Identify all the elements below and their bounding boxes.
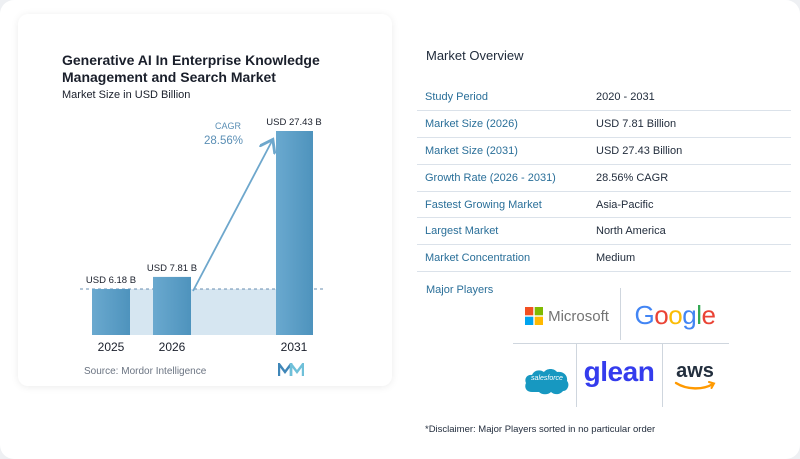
logo-divider <box>620 288 621 340</box>
cagr-label: CAGR <box>215 121 242 131</box>
row-key: Growth Rate (2026 - 2031) <box>417 164 594 192</box>
logo-divider <box>576 343 577 407</box>
category-label-2026: 2026 <box>159 340 186 354</box>
bar-2025 <box>92 289 130 335</box>
value-label-2025: USD 6.18 B <box>86 275 136 286</box>
row-key: Market Size (2026) <box>417 110 594 139</box>
table-row: Growth Rate (2026 - 2031) 28.56% CAGR <box>417 164 791 192</box>
microsoft-wordmark: Microsoft <box>548 307 609 325</box>
category-label-2031: 2031 <box>281 340 308 354</box>
microsoft-logo: Microsoft <box>518 302 616 330</box>
mordor-intelligence-logo-icon <box>278 363 304 376</box>
glean-wordmark: glean <box>583 356 655 387</box>
glean-logo: glean <box>578 350 660 394</box>
row-value: USD 7.81 Billion <box>594 110 791 139</box>
salesforce-cloud-icon <box>525 369 569 395</box>
row-key: Largest Market <box>417 217 594 246</box>
table-row: Study Period 2020 - 2031 <box>417 84 791 112</box>
salesforce-wordmark: salesforce <box>531 375 563 382</box>
salesforce-logo: salesforce <box>522 364 572 398</box>
aws-logo: aws <box>666 354 724 398</box>
chart-title: Generative AI In Enterprise Knowledge Ma… <box>62 52 320 85</box>
major-players-label: Major Players <box>426 284 494 296</box>
row-key: Market Size (2031) <box>417 137 594 165</box>
microsoft-windows-icon <box>525 307 544 325</box>
value-label-2026: USD 7.81 B <box>147 263 197 274</box>
value-label-2031: USD 27.43 B <box>266 117 321 128</box>
aws-wordmark: aws <box>676 360 714 382</box>
chart-subtitle: Market Size in USD Billion <box>62 89 191 101</box>
source-label: Source: Mordor Intelligence <box>84 366 207 377</box>
market-overview-title: Market Overview <box>426 48 524 63</box>
row-value: Medium <box>594 244 791 273</box>
cagr-arrow <box>192 141 272 292</box>
logo-divider <box>662 343 663 407</box>
table-row: Market Concentration Medium <box>417 244 791 273</box>
bar-2026 <box>153 276 191 335</box>
row-value: Asia-Pacific <box>594 191 791 219</box>
row-key: Market Concentration <box>417 244 594 273</box>
table-row: Fastest Growing Market Asia-Pacific <box>417 191 791 219</box>
row-value: USD 27.43 Billion <box>594 137 791 165</box>
market-overview-table: Study Period 2020 - 2031 Market Size (20… <box>417 84 791 273</box>
google-logo: Google <box>626 296 724 334</box>
aws-smile-icon <box>674 381 716 390</box>
row-key: Study Period <box>417 84 594 112</box>
row-value: 28.56% CAGR <box>594 164 791 192</box>
logo-divider <box>513 343 729 344</box>
row-key: Fastest Growing Market <box>417 191 594 219</box>
disclaimer-text: *Disclaimer: Major Players sorted in no … <box>425 424 656 435</box>
table-row: Largest Market North America <box>417 217 791 246</box>
category-label-2025: 2025 <box>98 340 125 354</box>
table-row: Market Size (2026) USD 7.81 Billion <box>417 110 791 139</box>
row-value: North America <box>594 217 791 246</box>
bar-chart: USD 6.18 B 2025 USD 7.81 B 2026 USD 27.43 B 2… <box>80 117 326 354</box>
google-wordmark: Google <box>634 299 716 330</box>
bar-2031 <box>276 131 313 335</box>
table-row: Market Size (2031) USD 27.43 Billion <box>417 137 791 165</box>
row-value: 2020 - 2031 <box>594 84 791 112</box>
cagr-value: 28.56% <box>204 135 243 147</box>
